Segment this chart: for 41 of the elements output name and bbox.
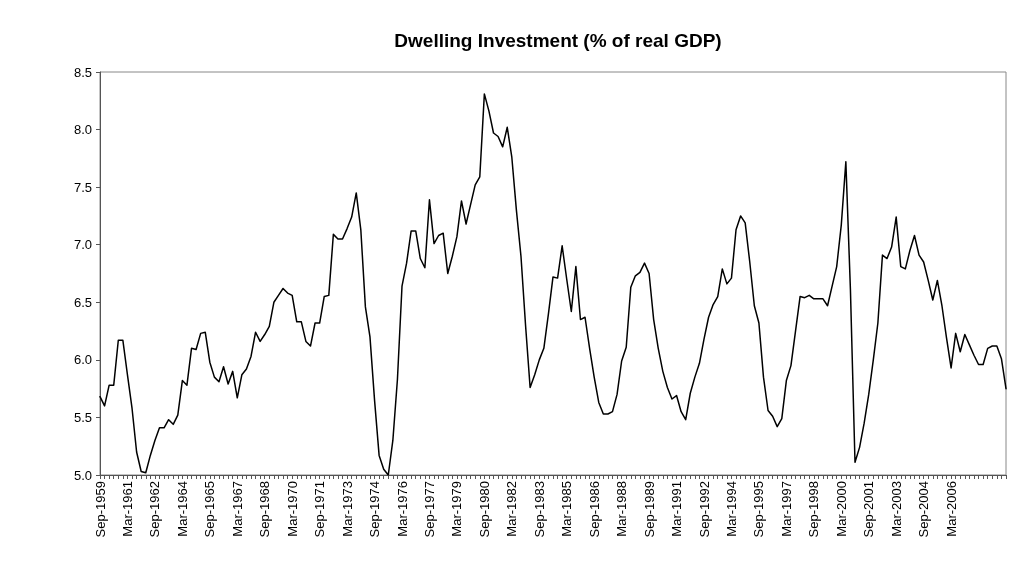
y-tick-label: 8.5 bbox=[73, 64, 92, 80]
x-tick-label: Mar-2003 bbox=[888, 481, 904, 537]
x-tick-label: Sep-1968 bbox=[257, 481, 273, 538]
y-tick-label: 7.5 bbox=[73, 179, 92, 195]
x-tick-label: Mar-1967 bbox=[229, 481, 245, 537]
x-tick-label: Sep-2001 bbox=[861, 481, 877, 538]
x-tick-label: Sep-1974 bbox=[367, 481, 383, 538]
x-tick-label: Sep-2004 bbox=[916, 481, 932, 538]
x-tick-label: Sep-1971 bbox=[312, 481, 328, 538]
x-tick-label: Sep-1977 bbox=[421, 481, 437, 538]
y-tick-label: 6.5 bbox=[73, 294, 92, 310]
x-tick-label: Mar-1997 bbox=[778, 481, 794, 537]
x-tick-label: Sep-1986 bbox=[586, 481, 602, 538]
x-tick-label: Mar-1973 bbox=[339, 481, 355, 537]
x-tick-label: Sep-1998 bbox=[806, 481, 822, 538]
x-tick-label: Sep-1965 bbox=[202, 481, 218, 538]
x-tick-label: Mar-2000 bbox=[833, 481, 849, 537]
x-tick-label: Mar-1976 bbox=[394, 481, 410, 537]
x-tick-label: Mar-1985 bbox=[559, 481, 575, 537]
x-tick-label: Sep-1962 bbox=[147, 481, 163, 538]
x-tick-label: Sep-1992 bbox=[696, 481, 712, 538]
x-tick-label: Sep-1959 bbox=[92, 481, 108, 538]
x-tick-label: Mar-1988 bbox=[614, 481, 630, 537]
x-tick-label: Mar-1970 bbox=[284, 481, 300, 537]
y-tick-label: 7.0 bbox=[73, 237, 92, 253]
x-tick-label: Mar-1994 bbox=[723, 481, 739, 537]
x-tick-label: Mar-1982 bbox=[504, 481, 520, 537]
x-tick-label: Mar-1991 bbox=[669, 481, 685, 537]
x-tick-label: Mar-1979 bbox=[449, 481, 465, 537]
x-tick-label: Sep-1995 bbox=[751, 481, 767, 538]
chart-title: Dwelling Investment (% of real GDP) bbox=[394, 30, 722, 51]
x-tick-label: Sep-1989 bbox=[641, 481, 657, 538]
x-tick-label: Mar-1964 bbox=[174, 481, 190, 537]
y-tick-label: 5.5 bbox=[73, 409, 92, 425]
y-tick-label: 6.0 bbox=[73, 352, 92, 368]
x-tick-label: Mar-1961 bbox=[119, 481, 135, 537]
x-tick-label: Sep-1983 bbox=[531, 481, 547, 538]
x-tick-label: Sep-1980 bbox=[476, 481, 492, 538]
x-tick-label: Mar-2006 bbox=[943, 481, 959, 537]
y-tick-label: 5.0 bbox=[73, 467, 92, 483]
y-tick-label: 8.0 bbox=[73, 122, 92, 138]
